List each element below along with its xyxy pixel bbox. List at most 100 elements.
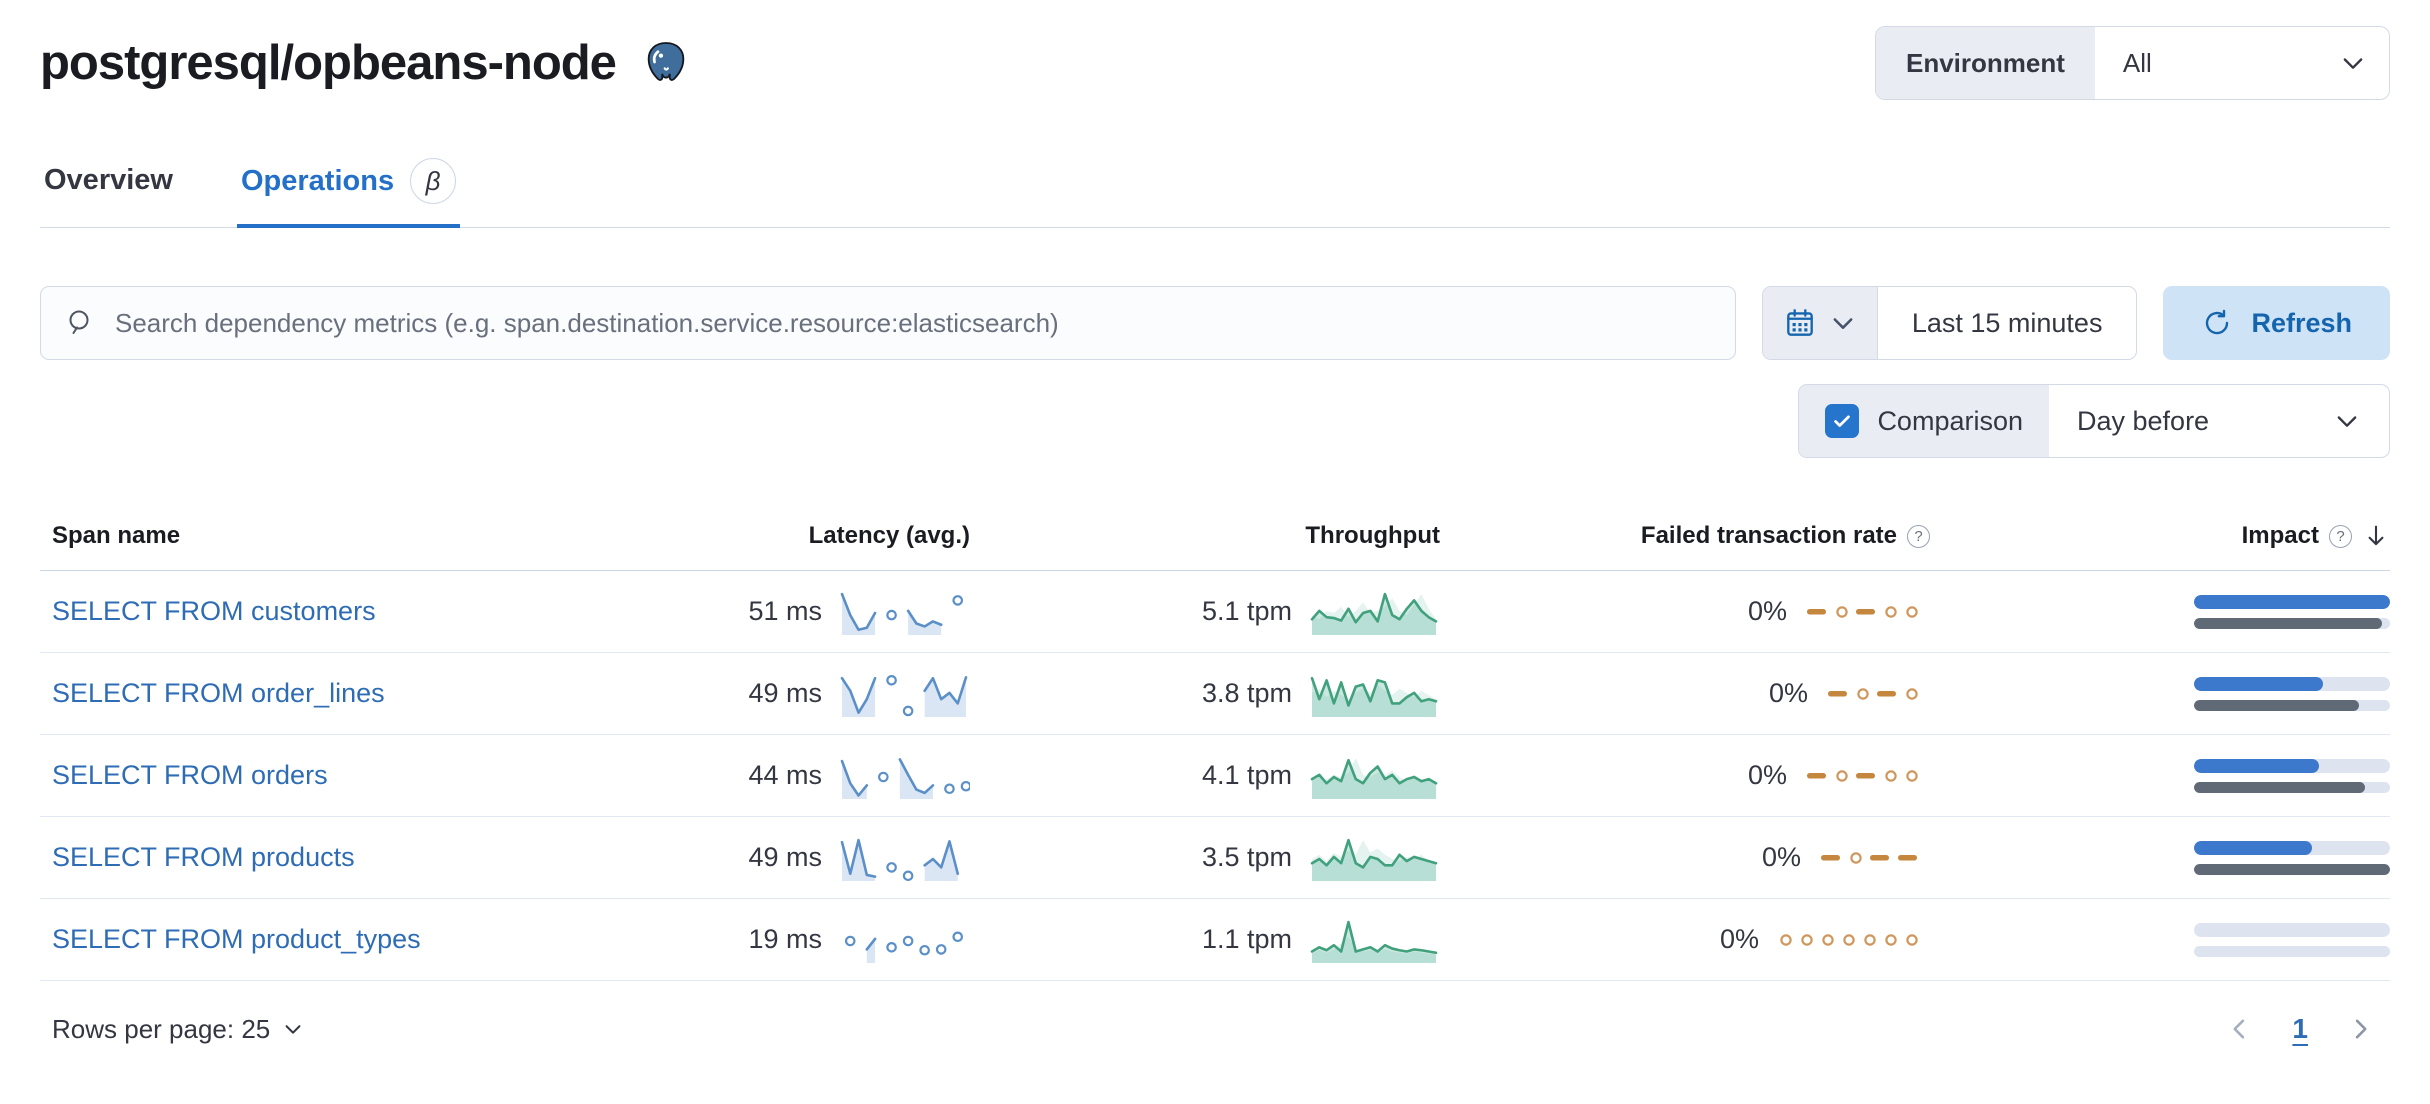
comparison-row: Comparison Day before (40, 384, 2390, 458)
chevron-down-icon (2343, 58, 2363, 69)
impact-bar (2194, 594, 2390, 609)
impact-bar-previous (2194, 699, 2390, 711)
page-number-1[interactable]: 1 (2292, 1013, 2308, 1044)
search-box[interactable] (40, 286, 1736, 360)
throughput-sparkline (1308, 830, 1440, 886)
impact-cell (1930, 676, 2390, 711)
span-name-link[interactable]: SELECT FROM orders (52, 760, 328, 790)
date-picker: Last 15 minutes (1761, 286, 2138, 360)
sort-desc-arrow-icon[interactable] (2362, 522, 2390, 550)
pagination: 1 (2222, 1011, 2378, 1047)
span-name-link[interactable]: SELECT FROM products (52, 842, 355, 872)
throughput-sparkline (1308, 666, 1440, 722)
next-page-button[interactable] (2342, 1011, 2378, 1047)
impact-bar-previous (2194, 863, 2390, 875)
latency-sparkline (838, 912, 970, 968)
beta-badge: β (410, 158, 457, 204)
rows-per-page-button[interactable]: Rows per page: 25 (52, 1014, 304, 1045)
failed-rate-sparkline (1824, 678, 1930, 710)
quick-select-button[interactable] (1762, 287, 1878, 359)
previous-page-button[interactable] (2222, 1011, 2258, 1047)
refresh-label: Refresh (2251, 307, 2352, 338)
chevron-down-icon (2337, 416, 2357, 427)
latency-cell: 44 ms (540, 748, 970, 804)
toolbar: Last 15 minutes Refresh (40, 286, 2390, 360)
tab-operations-label: Operations (240, 164, 395, 197)
refresh-icon (2206, 309, 2229, 335)
column-header-impact[interactable]: Impact ? (1930, 522, 2390, 550)
tab-overview-label: Overview (44, 164, 173, 196)
column-header-throughput[interactable]: Throughput (1305, 522, 1440, 549)
comparison-checkbox[interactable] (1825, 404, 1860, 438)
failed-rate-cell: 0% (1440, 760, 1930, 792)
comparison-group: Comparison Day before (1798, 384, 2390, 458)
table-row: SELECT FROM customers 51 ms 5.1 tpm 0% (40, 571, 2390, 653)
latency-cell: 49 ms (540, 830, 970, 886)
throughput-sparkline (1308, 912, 1440, 968)
throughput-cell: 4.1 tpm (970, 748, 1440, 804)
throughput-cell: 1.1 tpm (970, 912, 1440, 968)
table-footer: Rows per page: 25 1 (40, 1011, 2390, 1047)
latency-cell: 51 ms (540, 584, 970, 640)
comparison-label: Comparison (1877, 405, 2023, 436)
throughput-cell: 3.5 tpm (970, 830, 1440, 886)
help-icon[interactable]: ? (1907, 524, 1930, 548)
tab-overview[interactable]: Overview (40, 146, 177, 227)
failed-rate-sparkline (1803, 596, 1930, 628)
table-row: SELECT FROM products 49 ms 3.5 tpm 0% (40, 817, 2390, 899)
latency-sparkline (838, 748, 970, 804)
time-range-button[interactable]: Last 15 minutes (1911, 307, 2103, 338)
span-name-link[interactable]: SELECT FROM order_lines (52, 678, 385, 708)
impact-bar-previous (2194, 945, 2390, 957)
impact-bar-previous (2194, 617, 2390, 629)
failed-rate-cell: 0% (1440, 842, 1930, 874)
latency-cell: 49 ms (540, 666, 970, 722)
operations-table: Span name Latency (avg.) Throughput Fail… (40, 522, 2390, 1047)
failed-rate-sparkline (1775, 924, 1930, 956)
failed-rate-cell: 0% (1440, 596, 1930, 628)
latency-cell: 19 ms (540, 912, 970, 968)
chevron-down-icon (285, 1025, 301, 1034)
comparison-toggle[interactable]: Comparison (1799, 385, 2049, 457)
column-header-failed-rate[interactable]: Failed transaction rate ? (1440, 522, 1930, 550)
tab-operations[interactable]: Operations β (236, 146, 461, 228)
impact-bar (2194, 758, 2390, 773)
impact-cell (1930, 594, 2390, 629)
impact-bar (2194, 676, 2390, 691)
environment-value: All (2122, 47, 2152, 78)
impact-cell (1930, 922, 2390, 957)
page-header: postgresql/opbeans-node Environment All (40, 0, 2390, 100)
latency-sparkline (838, 584, 970, 640)
span-name-link[interactable]: SELECT FROM customers (52, 596, 376, 626)
throughput-sparkline (1308, 584, 1440, 640)
throughput-cell: 5.1 tpm (970, 584, 1440, 640)
table-row: SELECT FROM product_types 19 ms 1.1 tpm … (40, 899, 2390, 981)
span-name-link[interactable]: SELECT FROM product_types (52, 924, 421, 954)
check-icon (1834, 415, 1851, 427)
search-icon (69, 310, 89, 334)
column-header-span-name[interactable]: Span name (52, 522, 181, 549)
latency-sparkline (838, 830, 970, 886)
postgresql-elephant-icon (642, 39, 690, 87)
chevron-right-icon (2355, 1019, 2367, 1039)
search-input[interactable] (115, 307, 1711, 339)
comparison-value: Day before (2077, 405, 2210, 436)
throughput-sparkline (1308, 748, 1440, 804)
failed-rate-sparkline (1817, 842, 1930, 874)
table-row: SELECT FROM order_lines 49 ms 3.8 tpm 0% (40, 653, 2390, 735)
comparison-select[interactable]: Day before (2049, 385, 2389, 457)
column-header-latency[interactable]: Latency (avg.) (808, 522, 970, 549)
refresh-button[interactable]: Refresh (2163, 286, 2390, 360)
calendar-icon (1786, 309, 1813, 336)
title-wrap: postgresql/opbeans-node (40, 35, 690, 91)
impact-bar-previous (2194, 781, 2390, 793)
throughput-cell: 3.8 tpm (970, 666, 1440, 722)
latency-sparkline (838, 666, 970, 722)
table-header-row: Span name Latency (avg.) Throughput Fail… (40, 522, 2390, 571)
help-icon[interactable]: ? (2329, 524, 2352, 548)
failed-rate-cell: 0% (1440, 924, 1930, 956)
environment-select[interactable]: Environment All (1875, 26, 2390, 100)
tabs-bar: Overview Operations β (40, 146, 2390, 228)
page-title: postgresql/opbeans-node (40, 36, 617, 90)
